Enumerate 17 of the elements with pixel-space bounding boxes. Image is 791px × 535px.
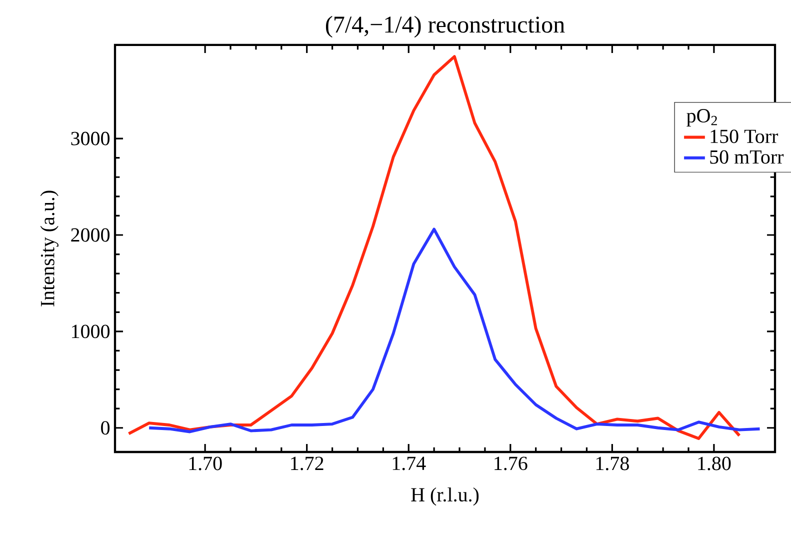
x-tick-label: 1.80 [698,456,731,470]
y-tick-label: 1000 [72,324,110,338]
legend-label: 50 mTorr [710,150,784,164]
y-tick-label: 3000 [71,132,110,146]
x-tick-label: 1.74 [392,456,426,470]
x-tick-label: 1.78 [596,456,629,470]
x-tick-label: 1.72 [291,456,324,470]
y-tick-label: 0 [101,421,110,435]
legend-title: pO$_{2}$ [686,109,717,127]
y-axis-title: Intensity (a.u.) [40,190,58,306]
line-series [148,228,762,434]
x-axis-title: H (r.l.u.) [411,487,479,506]
x-tick-label: 1.76 [494,456,528,470]
x-tick-label: 1.70 [189,456,222,470]
chart-title: (7/4,−1/4) reconstruction [326,16,565,38]
y-tick-label: 2000 [71,228,110,242]
legend-label: 150 Torr [710,130,778,144]
